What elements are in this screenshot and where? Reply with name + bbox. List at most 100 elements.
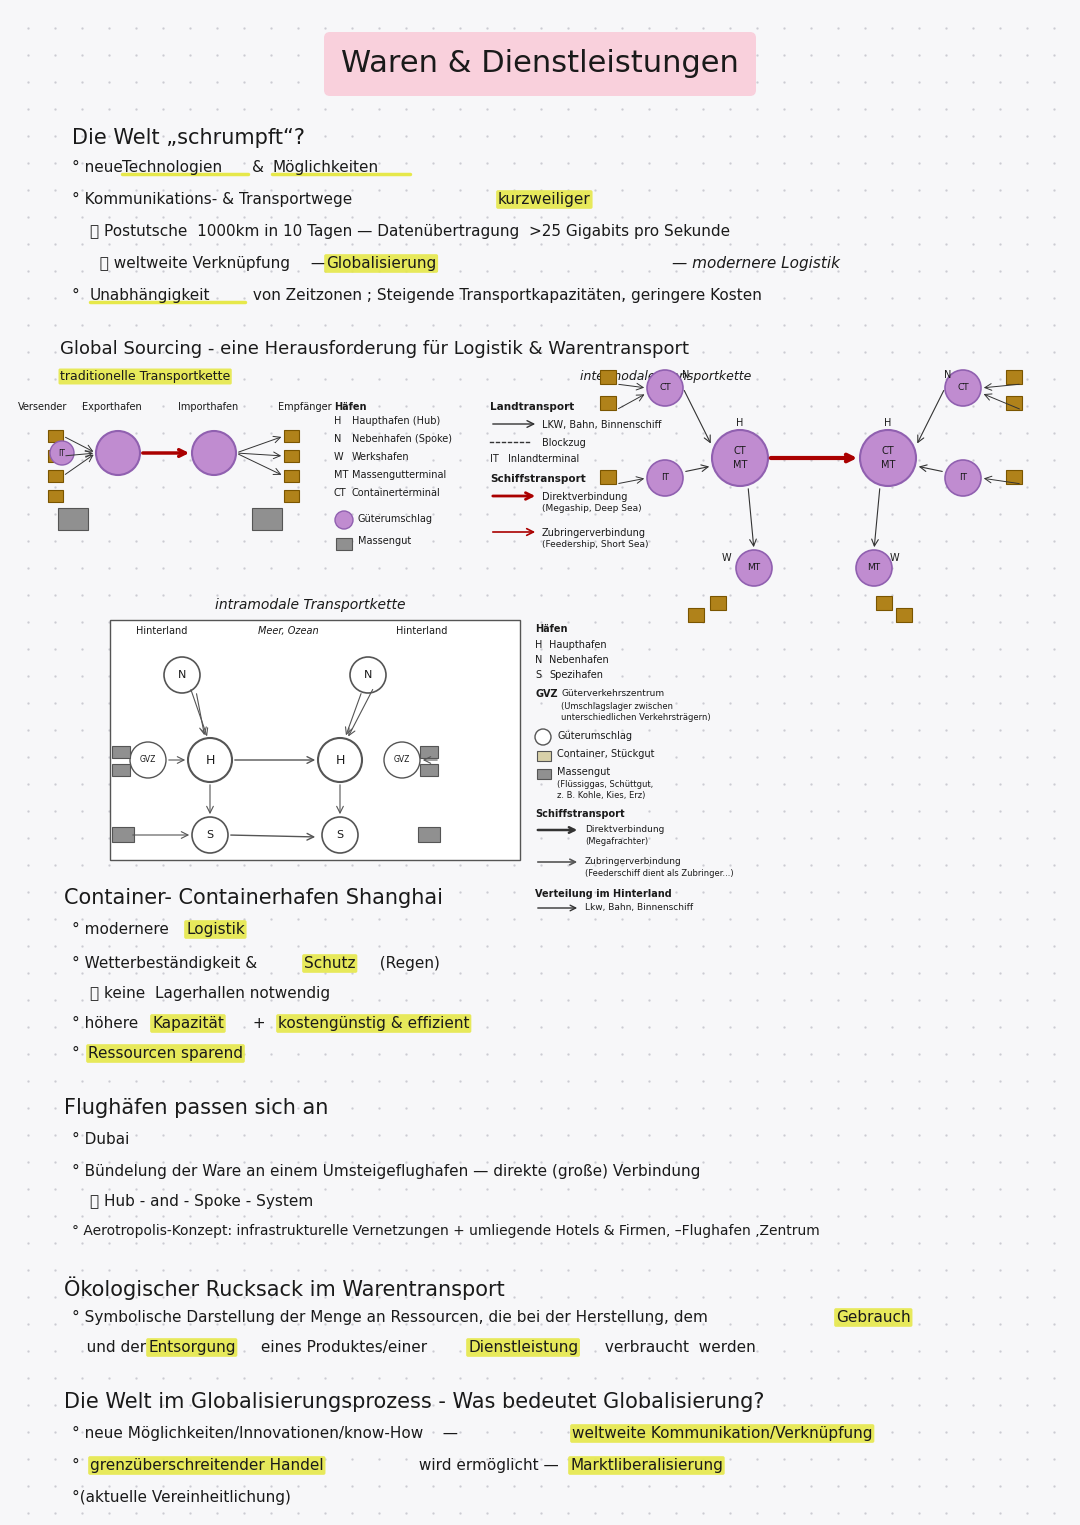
Text: verbraucht  werden: verbraucht werden [600, 1340, 756, 1356]
Circle shape [335, 511, 353, 529]
Text: Werkshafen: Werkshafen [352, 451, 409, 462]
Text: Entsorgung: Entsorgung [148, 1340, 235, 1356]
Text: °: ° [72, 1046, 84, 1061]
Text: (Flüssiggas, Schüttgut,: (Flüssiggas, Schüttgut, [557, 779, 653, 788]
Text: Lkw, Bahn, Binnenschiff: Lkw, Bahn, Binnenschiff [585, 903, 693, 912]
Text: Empfänger: Empfänger [278, 403, 332, 412]
Text: N: N [944, 371, 951, 380]
FancyBboxPatch shape [418, 827, 440, 842]
Text: MT: MT [867, 564, 880, 572]
FancyBboxPatch shape [284, 430, 299, 442]
Text: intermodale Transportkette: intermodale Transportkette [580, 371, 752, 383]
Text: CT: CT [334, 488, 347, 499]
FancyBboxPatch shape [112, 746, 130, 758]
Text: °(aktuelle Vereinheitlichung): °(aktuelle Vereinheitlichung) [72, 1490, 291, 1505]
Text: Container- Containerhafen Shanghai: Container- Containerhafen Shanghai [64, 888, 443, 907]
FancyBboxPatch shape [1005, 371, 1022, 384]
FancyBboxPatch shape [420, 764, 438, 776]
Text: Nebenhafen (Spoke): Nebenhafen (Spoke) [352, 435, 453, 444]
Text: W: W [723, 554, 731, 563]
Text: von Zeitzonen ; Steigende Transportkapazitäten, geringere Kosten: von Zeitzonen ; Steigende Transportkapaz… [248, 288, 761, 303]
FancyBboxPatch shape [110, 621, 519, 860]
Text: ° neue Möglichkeiten/Innovationen/know-How    —: ° neue Möglichkeiten/Innovationen/know-H… [72, 1426, 458, 1441]
Text: Die Welt „schrumpft“?: Die Welt „schrumpft“? [72, 128, 305, 148]
Text: kostengünstig & effizient: kostengünstig & effizient [278, 1016, 470, 1031]
Text: N: N [178, 669, 186, 680]
Text: Verteilung im Hinterland: Verteilung im Hinterland [535, 889, 672, 900]
Text: N: N [681, 371, 689, 380]
Text: Versender: Versender [18, 403, 67, 412]
Text: Globalisierung: Globalisierung [326, 256, 436, 271]
Text: Güterumschlag: Güterumschlag [357, 514, 433, 525]
Text: Marktliberalisierung: Marktliberalisierung [570, 1458, 723, 1473]
Text: N: N [334, 435, 341, 444]
Text: Meer, Ozean: Meer, Ozean [258, 625, 319, 636]
FancyBboxPatch shape [284, 490, 299, 502]
Text: Schiffstransport: Schiffstransport [535, 808, 624, 819]
Text: H: H [535, 640, 542, 650]
Circle shape [164, 657, 200, 692]
Text: Haupthafen: Haupthafen [549, 640, 607, 650]
Circle shape [322, 817, 357, 852]
Text: N: N [364, 669, 373, 680]
Text: Schutz: Schutz [303, 956, 355, 971]
Text: Blockzug: Blockzug [542, 438, 585, 448]
FancyBboxPatch shape [537, 769, 551, 779]
Circle shape [50, 441, 75, 465]
Circle shape [192, 817, 228, 852]
Text: Güterverkehrszentrum: Güterverkehrszentrum [561, 689, 664, 698]
Text: Ressourcen sparend: Ressourcen sparend [87, 1046, 243, 1061]
Text: &: & [252, 160, 269, 175]
FancyBboxPatch shape [1005, 470, 1022, 483]
Text: H: H [885, 418, 891, 429]
Text: Ökologischer Rucksack im Warentransport: Ökologischer Rucksack im Warentransport [64, 1276, 504, 1299]
Text: H: H [735, 418, 743, 429]
Text: IT: IT [959, 473, 967, 482]
Text: ᲊ weltweite Verknüpfung: ᲊ weltweite Verknüpfung [90, 256, 291, 271]
Text: Technologien: Technologien [122, 160, 222, 175]
Text: Zubringerverbindung: Zubringerverbindung [585, 857, 681, 866]
Circle shape [384, 743, 420, 778]
Text: ° Aerotropolis-Konzept: infrastrukturelle Vernetzungen + umliegende Hotels & Fir: ° Aerotropolis-Konzept: infrastrukturell… [72, 1225, 820, 1238]
Text: Häfen: Häfen [535, 624, 567, 634]
Text: Direktverbindung: Direktverbindung [542, 493, 627, 502]
Text: (Megafrachter): (Megafrachter) [585, 837, 648, 846]
Text: z. B. Kohle, Kies, Erz): z. B. Kohle, Kies, Erz) [557, 791, 646, 801]
Text: GVZ: GVZ [139, 755, 157, 764]
Text: Waren & Dienstleistungen: Waren & Dienstleistungen [341, 49, 739, 78]
Text: eines Produktes/einer: eines Produktes/einer [256, 1340, 432, 1356]
FancyBboxPatch shape [48, 490, 63, 502]
Text: Global Sourcing - eine Herausforderung für Logistik & Warentransport: Global Sourcing - eine Herausforderung f… [60, 340, 689, 358]
Text: S: S [206, 830, 214, 840]
Text: Landtransport: Landtransport [490, 403, 575, 412]
Text: Möglichkeiten: Möglichkeiten [272, 160, 378, 175]
Text: ° neue: ° neue [72, 160, 127, 175]
Text: GVZ: GVZ [394, 755, 410, 764]
Text: Güterumschlag: Güterumschlag [557, 730, 632, 741]
Text: Spezihafen: Spezihafen [549, 669, 603, 680]
Text: ᲊ Postutsche  1000km in 10 Tagen — Datenübertragung  >25 Gigabits pro Sekunde: ᲊ Postutsche 1000km in 10 Tagen — Datenü… [90, 224, 730, 239]
Text: LKW, Bahn, Binnenschiff: LKW, Bahn, Binnenschiff [542, 419, 661, 430]
Circle shape [130, 743, 166, 778]
Text: °: ° [72, 288, 84, 303]
Circle shape [945, 461, 981, 496]
Text: Kapazität: Kapazität [152, 1016, 224, 1031]
Text: MT: MT [733, 461, 747, 470]
Text: ° höhere: ° höhere [72, 1016, 144, 1031]
Text: (Regen): (Regen) [370, 956, 440, 971]
Text: H: H [334, 416, 341, 425]
Text: IT: IT [661, 473, 669, 482]
FancyBboxPatch shape [112, 827, 134, 842]
Text: — modernere Logistik: — modernere Logistik [672, 256, 840, 271]
FancyBboxPatch shape [284, 450, 299, 462]
Text: MT: MT [334, 470, 349, 480]
FancyBboxPatch shape [336, 538, 352, 551]
Text: CT: CT [957, 383, 969, 392]
FancyBboxPatch shape [876, 596, 892, 610]
Text: H: H [205, 753, 215, 767]
Text: Container, Stückgut: Container, Stückgut [557, 749, 654, 759]
Circle shape [192, 432, 237, 474]
Text: (Megaship, Deep Sea): (Megaship, Deep Sea) [542, 503, 642, 512]
Circle shape [647, 371, 683, 406]
Text: Nebenhafen: Nebenhafen [549, 656, 609, 665]
